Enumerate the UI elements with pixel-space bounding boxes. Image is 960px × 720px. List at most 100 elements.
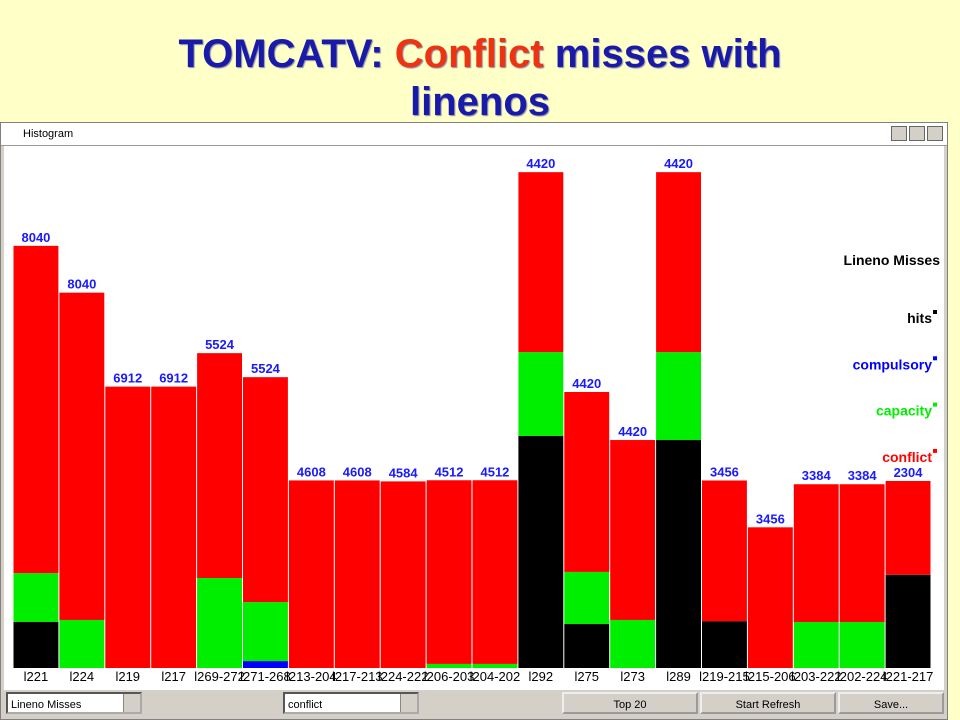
title-part: linenos xyxy=(409,80,551,124)
x-tick-label: l224-222 xyxy=(378,669,429,684)
x-tick-label: l221 xyxy=(24,669,49,684)
bar-segment xyxy=(518,435,564,668)
legend-title: Lineno Misses xyxy=(844,252,941,268)
bar-segment xyxy=(472,663,518,668)
data-label: 5524 xyxy=(251,361,281,376)
bar-segment xyxy=(839,484,885,622)
bar-segment xyxy=(243,377,288,603)
bar-segment xyxy=(59,619,105,668)
bar-segment xyxy=(13,621,59,668)
data-label: 4420 xyxy=(526,156,555,171)
window-title: Histogram xyxy=(23,128,74,140)
title-part: TOMCATV: xyxy=(178,32,384,76)
window-buttons[interactable] xyxy=(889,126,943,149)
bar-segment xyxy=(243,602,288,662)
bar-segment xyxy=(885,480,931,575)
x-tick-label: l215-206 xyxy=(745,669,796,684)
x-tick-label: l203-222 xyxy=(791,669,842,684)
bar-segment xyxy=(656,440,701,668)
title-part: Conflict xyxy=(394,32,544,76)
bar-segment xyxy=(747,527,793,668)
data-label: 4420 xyxy=(664,156,693,171)
x-tick-label: l204-202 xyxy=(470,669,521,684)
bar-segment xyxy=(426,663,472,668)
data-label: 4420 xyxy=(572,376,601,391)
x-tick-label: l292 xyxy=(529,669,554,684)
bar-segment xyxy=(197,353,242,579)
x-tick-label: l219 xyxy=(115,669,140,684)
data-label: 4420 xyxy=(618,424,647,439)
bar-segment xyxy=(564,571,610,625)
data-label: 3456 xyxy=(710,464,739,479)
legend-swatch xyxy=(933,356,937,361)
bar-segment xyxy=(13,573,59,622)
bar-segment xyxy=(564,624,610,668)
bar-segment xyxy=(243,661,288,668)
bar-segment xyxy=(380,481,426,668)
legend-swatch xyxy=(933,448,937,453)
x-tick-label: l217-213 xyxy=(332,669,383,684)
x-tick-label: l289 xyxy=(666,669,691,684)
filter-dropdown[interactable]: conflict xyxy=(283,692,419,714)
data-label: 8040 xyxy=(67,277,96,292)
data-label: 8040 xyxy=(21,230,50,245)
bar-segment xyxy=(702,621,747,668)
legend-swatch xyxy=(933,402,937,407)
window-title-bar: Histogram xyxy=(1,123,947,146)
x-tick-label: l224 xyxy=(70,669,95,684)
data-label: 4512 xyxy=(480,464,509,479)
x-tick-label: l221-217 xyxy=(883,669,934,684)
data-label: 3456 xyxy=(756,511,785,526)
bar-segment xyxy=(702,480,747,622)
bar-segment xyxy=(151,386,197,668)
top-button[interactable]: Top 20 xyxy=(562,692,698,714)
x-tick-label: l275 xyxy=(574,669,599,684)
legend-label: conflict xyxy=(882,449,932,465)
bar-segment xyxy=(839,621,885,668)
metric-dropdown[interactable]: Lineno Misses xyxy=(6,692,142,714)
bar-segment xyxy=(656,352,701,441)
data-label: 3384 xyxy=(802,468,832,483)
x-tick-label: l217 xyxy=(161,669,186,684)
data-label: 4608 xyxy=(343,464,372,479)
bar-segment xyxy=(288,480,334,668)
x-tick-label: l271-268 xyxy=(240,669,291,684)
bar-segment xyxy=(426,480,472,664)
bar-segment xyxy=(59,292,105,620)
legend-label: capacity xyxy=(876,403,932,419)
data-label: 4512 xyxy=(435,464,464,479)
legend-label: compulsory xyxy=(853,356,933,372)
bar-segment xyxy=(13,245,59,574)
bar-segment xyxy=(518,352,564,436)
legend-label: hits xyxy=(907,310,932,326)
data-label: 4608 xyxy=(297,464,326,479)
x-tick-label: l273 xyxy=(620,669,645,684)
bar-segment xyxy=(197,578,242,668)
bar-segment xyxy=(610,440,656,620)
data-label: 2304 xyxy=(894,465,924,480)
save-button[interactable]: Save... xyxy=(838,692,944,714)
bar-segment xyxy=(656,172,701,353)
bar-segment xyxy=(334,480,380,668)
data-label: 3384 xyxy=(848,468,878,483)
data-label: 5524 xyxy=(205,337,235,352)
data-label: 6912 xyxy=(113,371,142,386)
refresh-button[interactable]: Start Refresh xyxy=(700,692,836,714)
x-tick-label: l213-204 xyxy=(286,669,337,684)
bar-segment xyxy=(793,621,839,668)
data-label: 4584 xyxy=(389,465,419,480)
bar-segment xyxy=(105,386,151,668)
title-part: misses with xyxy=(554,32,782,76)
bar-segment xyxy=(518,172,564,353)
bar-segment xyxy=(793,484,839,622)
bar-segment xyxy=(472,480,518,664)
x-tick-label: l206-203 xyxy=(424,669,475,684)
x-tick-label: l269-272 xyxy=(194,669,245,684)
bar-segment xyxy=(564,391,610,572)
bar-segment xyxy=(885,574,931,668)
data-label: 6912 xyxy=(159,371,188,386)
x-tick-label: l219-215 xyxy=(699,669,750,684)
x-tick-label: l202-224 xyxy=(837,669,888,684)
